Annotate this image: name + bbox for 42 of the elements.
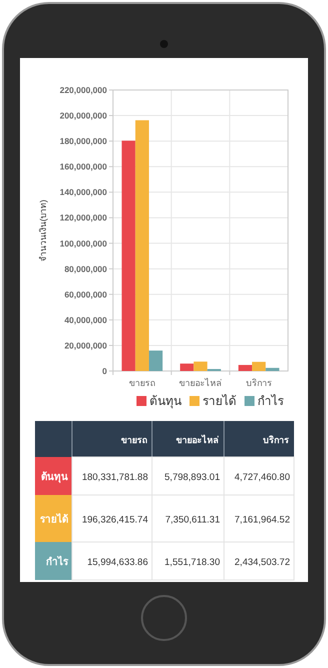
bar — [266, 368, 280, 371]
y-tick-label: 200,000,000 — [60, 110, 108, 121]
bar — [252, 362, 266, 371]
y-axis-title: จำนวนเงิน(บาท) — [38, 200, 48, 262]
x-tick-label: ขายอะไหล่ — [179, 378, 222, 388]
data-label: 15,994,633.86 — [87, 557, 148, 568]
y-tick-label: 120,000,000 — [60, 212, 108, 223]
category-label: ขายรถ — [121, 435, 147, 445]
y-tick-label: 20,000,000 — [64, 340, 108, 350]
y-tick-label: 40,000,000 — [64, 314, 108, 325]
y-tick-label: 180,000,000 — [60, 136, 108, 146]
category-label: บริการ — [263, 435, 289, 445]
data-label: 196,326,415.74 — [82, 514, 148, 526]
category-label: ขายอะไหล่ — [176, 435, 219, 445]
text: ต้นทุน — [41, 472, 68, 483]
x-tick-label: ขายรถ — [129, 378, 156, 388]
y-tick-label: 60,000,000 — [64, 289, 108, 300]
data-label: 7,161,964.52 — [234, 514, 290, 526]
text: กำไร — [46, 557, 68, 568]
bar — [238, 364, 252, 371]
bar — [194, 362, 208, 371]
y-tick-label: 100,000,000 — [60, 238, 108, 248]
x-tick-label: บริการ — [246, 378, 272, 388]
y-tick-label: 140,000,000 — [60, 187, 108, 198]
data-label: 1,551,718.30 — [164, 557, 220, 568]
data-label: 5,798,893.01 — [164, 472, 220, 483]
y-tick-label: 220,000,000 — [60, 85, 108, 95]
y-tick-label: 80,000,000 — [64, 264, 108, 274]
bar — [180, 364, 194, 371]
y-tick-label: 160,000,000 — [60, 162, 108, 172]
bar — [148, 350, 163, 371]
data-label: 180,331,781.88 — [82, 472, 148, 483]
legend-label: รายได้ — [202, 394, 236, 408]
legend-label: ต้นทุน — [150, 394, 182, 409]
data-label: 7,350,611.31 — [165, 514, 220, 526]
text: รายได้ — [40, 514, 68, 526]
data-label: 4,727,460.80 — [234, 472, 290, 483]
y-tick-label: 0 — [102, 366, 108, 376]
data-label: 2,434,503.72 — [234, 557, 290, 568]
bar — [135, 120, 149, 371]
legend-label: กำไร — [258, 394, 284, 408]
bar — [122, 140, 136, 371]
